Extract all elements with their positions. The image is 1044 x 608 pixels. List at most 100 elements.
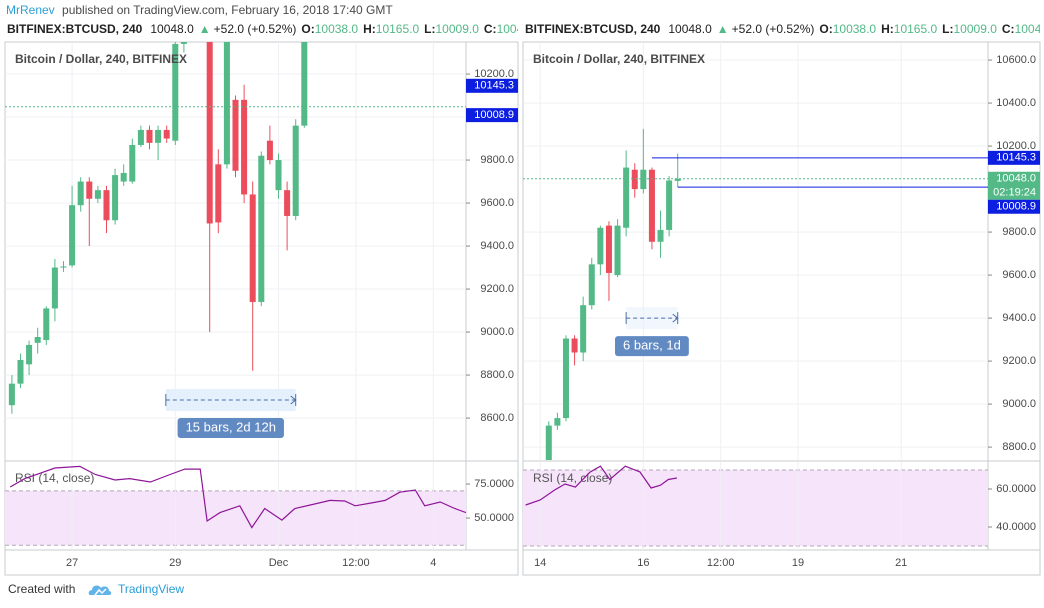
price-countdown: 02:19:24 [993, 187, 1036, 199]
candle-body [554, 418, 561, 426]
change: +52.0 (+0.52%) [214, 22, 297, 36]
panel-frame [4, 41, 519, 576]
ohlc-label: H: [363, 22, 376, 36]
measure-label-box [615, 336, 689, 357]
publish-line: MrRenev published on TradingView.com, Fe… [6, 3, 393, 17]
candle-body [258, 155, 265, 302]
price-label: 10145.3 [474, 80, 514, 92]
candle-body [51, 267, 58, 309]
rsi-line [9, 465, 466, 529]
author[interactable]: MrRenev [6, 3, 55, 17]
rsi-legend: RSI (14, close) [533, 471, 612, 485]
candle-body [674, 178, 681, 181]
candle-body [640, 169, 647, 190]
ohlc-label: L: [942, 22, 953, 36]
y-tick-label: 10200.0 [474, 68, 514, 80]
last-price: 10048.0 [150, 22, 194, 36]
candle-body [146, 129, 153, 143]
candle-body [284, 190, 291, 216]
candle-body [34, 337, 41, 343]
y-tick-label: 8800.0 [480, 369, 514, 381]
ohlc-label: O: [301, 22, 314, 36]
measure-area [626, 307, 678, 330]
y-tick-label: 10600.0 [996, 54, 1036, 66]
candle-body [588, 264, 595, 306]
price-label-box [988, 171, 1040, 200]
candle-body [129, 144, 136, 182]
x-tick-label: 4 [430, 557, 436, 569]
chart-panel: BITFINEX:BTCUSD, 240 10048.0 ▲ +52.0 (+0.52… [522, 22, 1044, 576]
y-tick-label: 9000.0 [1002, 398, 1036, 410]
change-icon: ▲ [199, 22, 211, 36]
rsi-plot [9, 465, 466, 529]
x-tick-label: 19 [792, 557, 804, 569]
chart-panel: BITFINEX:BTCUSD, 240 10048.0 ▲ +52.0 (+0.52… [4, 22, 540, 576]
x-tick-label: 16 [637, 557, 649, 569]
ohlc-label: C: [484, 22, 497, 36]
symbol-header: BITFINEX:BTCUSD, 240 10048.0 ▲ +52.0 (+0.52… [525, 22, 1044, 36]
y-tick-label: 9000.0 [480, 326, 514, 338]
candle-body [77, 181, 84, 206]
change-icon: ▲ [717, 22, 729, 36]
y-tick-label: 9200.0 [1002, 355, 1036, 367]
candle-body [86, 181, 93, 199]
candle-body [648, 169, 655, 242]
y-tick-label: 9600.0 [1002, 269, 1036, 281]
candle-body [241, 99, 248, 195]
candle-body [120, 172, 127, 182]
price-label: 10145.3 [996, 152, 1036, 164]
x-tick-label: 29 [169, 557, 181, 569]
candle-body [605, 225, 612, 273]
candle-body [631, 169, 638, 190]
ohlc-label: H: [881, 22, 894, 36]
ohlc-value: 10048.0 [1015, 22, 1044, 36]
ohlc-value: 10165.0 [894, 22, 938, 36]
candle-body [26, 344, 33, 365]
x-tick-label: 14 [534, 557, 546, 569]
candle-body [60, 266, 67, 268]
price-label-box [466, 108, 518, 123]
candle-body [112, 175, 119, 221]
ohlc-value: 10165.0 [376, 22, 420, 36]
brand-name[interactable]: TradingView [118, 582, 184, 596]
brand-logo[interactable] [88, 585, 112, 596]
candle-body [17, 360, 24, 384]
chart-legend: Bitcoin / Dollar, 240, BITFINEX [533, 52, 705, 66]
candle-body [215, 164, 222, 223]
last-price: 10048.0 [668, 22, 712, 36]
rsi-line [525, 465, 678, 506]
rsi-band [523, 469, 988, 547]
rsi-tick-label: 40.0000 [996, 521, 1036, 533]
ohlc-label: C: [1002, 22, 1015, 36]
ohlc-value: 10038.0 [833, 22, 877, 36]
x-tick-label: 12:00 [707, 557, 735, 569]
candle-body [94, 190, 101, 199]
y-tick-label: 9800.0 [1002, 226, 1036, 238]
ohlc-value: 10009.0 [436, 22, 480, 36]
rsi-tick-label: 60.0000 [996, 483, 1036, 495]
price-label: 10008.9 [996, 201, 1036, 213]
y-tick-label: 9400.0 [1002, 312, 1036, 324]
created-with: Created with [8, 582, 75, 596]
candle-body [571, 338, 578, 353]
ohlc-value: 10009.0 [954, 22, 998, 36]
symbol-header: BITFINEX:BTCUSD, 240 10048.0 ▲ +52.0 (+0.52… [7, 22, 540, 36]
candle-body [223, 42, 230, 165]
candle-body [580, 305, 587, 353]
y-tick-label: 8600.0 [480, 412, 514, 424]
price-label: 10048.0 [996, 173, 1036, 185]
candle-body [657, 229, 664, 242]
candle-body [266, 140, 273, 161]
candle-body [597, 227, 604, 265]
y-tick-label: 9800.0 [480, 154, 514, 166]
price-plot [8, 42, 308, 414]
candle-body [69, 205, 76, 266]
candle-body [249, 194, 256, 302]
rsi-tick-label: 50.0000 [474, 512, 514, 524]
candle-body [155, 129, 162, 143]
candle-body [301, 42, 308, 126]
candle-body [545, 425, 552, 460]
candle-body [43, 308, 50, 341]
candle-body [275, 160, 282, 191]
